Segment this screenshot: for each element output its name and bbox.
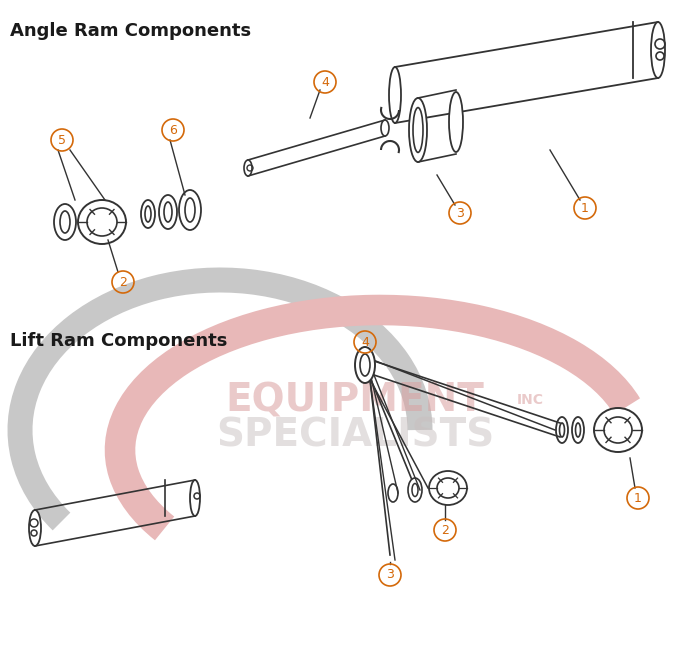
Text: 4: 4: [321, 76, 329, 88]
Ellipse shape: [429, 471, 467, 505]
Ellipse shape: [141, 200, 155, 228]
Text: 3: 3: [456, 207, 464, 219]
Ellipse shape: [78, 200, 126, 244]
Ellipse shape: [409, 98, 427, 162]
Text: INC: INC: [516, 393, 543, 407]
Text: 1: 1: [634, 492, 642, 504]
Ellipse shape: [594, 408, 642, 452]
Text: 5: 5: [58, 134, 66, 147]
Text: Lift Ram Components: Lift Ram Components: [10, 332, 228, 350]
Ellipse shape: [572, 417, 584, 443]
Ellipse shape: [355, 347, 375, 383]
Ellipse shape: [54, 204, 76, 240]
Ellipse shape: [190, 480, 200, 516]
Text: 1: 1: [581, 201, 589, 215]
Text: EQUIPMENT: EQUIPMENT: [226, 381, 484, 419]
Text: 4: 4: [361, 335, 369, 349]
Ellipse shape: [449, 92, 463, 152]
Text: 2: 2: [119, 276, 127, 288]
Text: 6: 6: [169, 124, 177, 136]
Ellipse shape: [244, 160, 252, 176]
Ellipse shape: [381, 120, 389, 136]
Ellipse shape: [29, 510, 41, 546]
Ellipse shape: [408, 478, 422, 502]
Ellipse shape: [651, 22, 665, 78]
Text: SPECIALISTS: SPECIALISTS: [216, 416, 494, 454]
Text: 3: 3: [386, 569, 394, 581]
Text: 2: 2: [441, 524, 449, 537]
Ellipse shape: [179, 190, 201, 230]
Ellipse shape: [388, 484, 398, 502]
Ellipse shape: [159, 195, 177, 229]
Text: Angle Ram Components: Angle Ram Components: [10, 22, 251, 40]
Ellipse shape: [556, 417, 568, 443]
